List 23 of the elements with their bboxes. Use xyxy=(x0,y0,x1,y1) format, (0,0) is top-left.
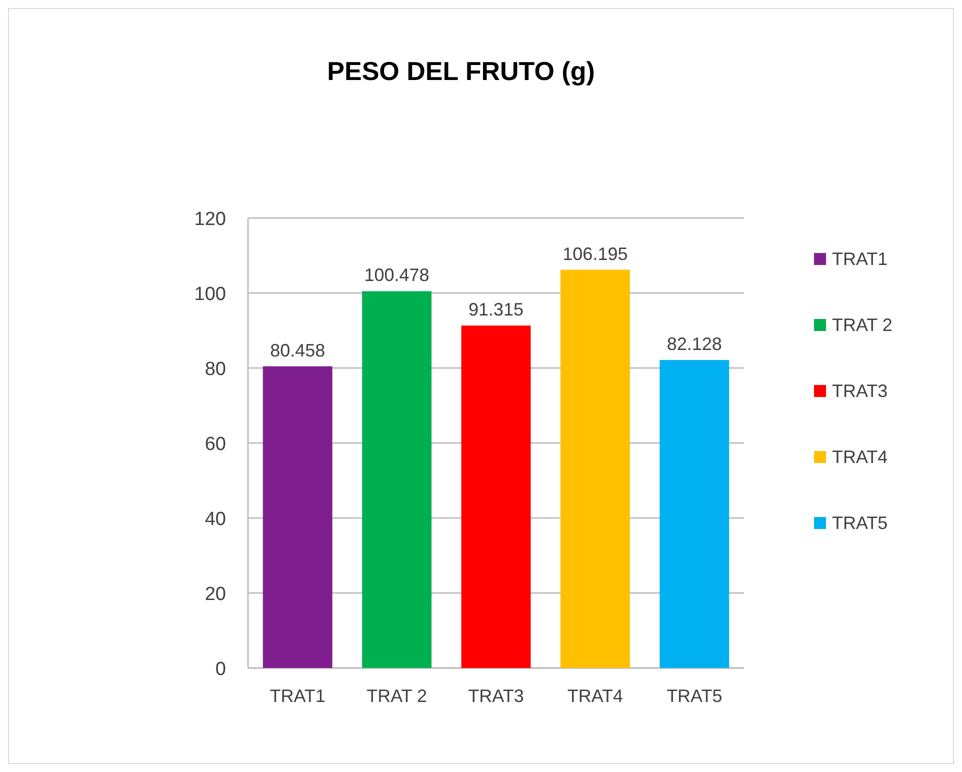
x-tick-label: TRAT4 xyxy=(567,686,624,706)
x-tick-label: TRAT1 xyxy=(270,686,326,706)
x-tick-label: TRAT3 xyxy=(468,686,524,706)
data-label: 91.315 xyxy=(468,300,524,320)
legend-label: TRAT1 xyxy=(832,249,888,269)
data-label: 100.478 xyxy=(364,265,430,286)
legend-label: TRAT3 xyxy=(832,381,888,401)
y-tick-label: 0 xyxy=(215,659,226,680)
legend-label: TRAT4 xyxy=(832,447,888,467)
y-tick-label: 20 xyxy=(204,584,226,605)
data-label: 106.195 xyxy=(562,244,628,264)
data-label: 80.458 xyxy=(270,340,326,360)
y-tick-label: 100 xyxy=(194,284,226,305)
y-tick-label: 60 xyxy=(204,434,226,455)
y-tick-label: 120 xyxy=(194,209,226,230)
y-tick-label: 80 xyxy=(204,359,226,380)
legend-label: TRAT5 xyxy=(832,513,888,533)
x-tick-label: TRAT 2 xyxy=(366,686,427,706)
chart-title: PESO DEL FRUTO (g) xyxy=(327,56,595,86)
y-tick-label: 40 xyxy=(204,509,226,530)
data-label: 82.128 xyxy=(666,334,722,354)
x-tick-label: TRAT5 xyxy=(666,686,722,706)
legend-label: TRAT 2 xyxy=(832,315,892,335)
